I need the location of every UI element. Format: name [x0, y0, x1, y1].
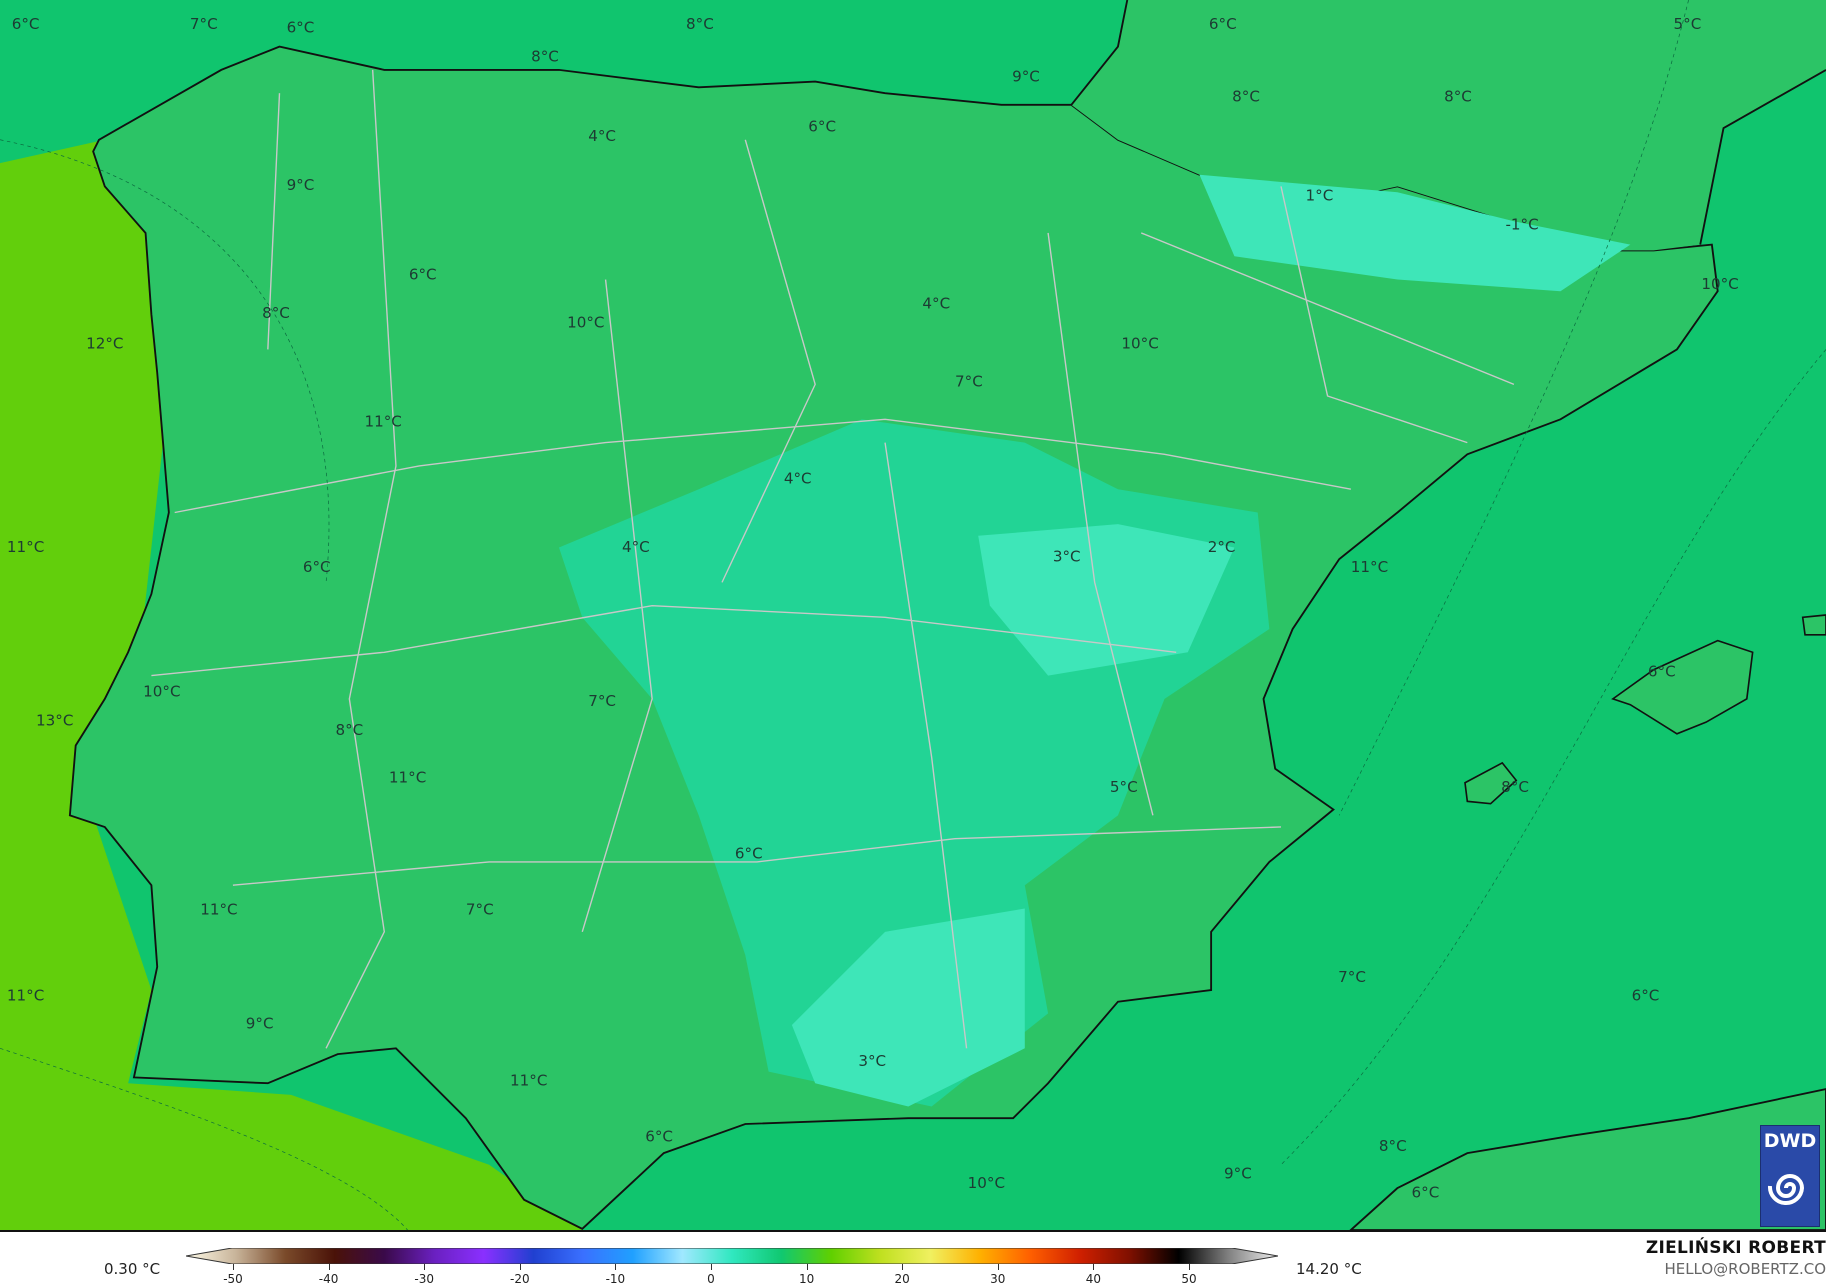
temperature-label: 11°C: [7, 538, 44, 556]
min-value-label: 0.30 °C: [104, 1260, 161, 1278]
temperature-label: 9°C: [287, 176, 315, 194]
tick-label: -40: [318, 1272, 339, 1286]
tick-label: -30: [414, 1272, 434, 1286]
temperature-label: 6°C: [1412, 1183, 1440, 1201]
tick-mark: [1093, 1264, 1095, 1270]
temperature-label: 8°C: [1444, 87, 1472, 105]
temperature-label: 7°C: [955, 373, 983, 391]
tick-label: 30: [990, 1272, 1006, 1286]
temperature-label: 6°C: [409, 266, 437, 284]
temperature-label: 10°C: [1121, 334, 1158, 352]
temperature-label: 3°C: [1053, 547, 1081, 565]
temperature-label: 4°C: [784, 469, 812, 487]
temperature-label: 8°C: [1379, 1137, 1407, 1155]
tick-mark: [902, 1264, 904, 1270]
tick-label: 0: [707, 1272, 715, 1286]
temperature-label: 1°C: [1306, 186, 1334, 204]
max-value-label: 14.20 °C: [1296, 1260, 1362, 1278]
tick-label: 20: [894, 1272, 910, 1286]
temperature-label: 6°C: [1632, 987, 1660, 1005]
temperature-label: 6°C: [12, 15, 40, 33]
temperature-label: 11°C: [7, 987, 44, 1005]
temperature-label: 6°C: [303, 558, 331, 576]
france-coast: [1070, 0, 1826, 245]
temperature-label: 4°C: [622, 538, 650, 556]
temperature-label: 13°C: [36, 712, 73, 730]
tick-mark: [519, 1264, 521, 1270]
temperature-label: 6°C: [1648, 663, 1676, 681]
tick-mark: [711, 1264, 712, 1270]
tick-mark: [806, 1264, 808, 1270]
temperature-label: 7°C: [466, 900, 494, 918]
temperature-label: -1°C: [1505, 215, 1538, 233]
temperature-label: 11°C: [200, 900, 237, 918]
temperature-label: 10°C: [1701, 275, 1738, 293]
temperature-label: 7°C: [588, 692, 616, 710]
temperature-label: 6°C: [808, 118, 836, 136]
temperature-label: 6°C: [1209, 15, 1237, 33]
author-name: ZIELIŃSKI ROBERT: [1645, 1238, 1826, 1258]
tick-label: 10: [798, 1272, 815, 1286]
temperature-label: 12°C: [86, 334, 123, 352]
temperature-label: 4°C: [922, 295, 950, 313]
temperature-label: 3°C: [858, 1052, 886, 1070]
temperature-label: 7°C: [190, 15, 218, 33]
temperature-label: 6°C: [645, 1127, 673, 1145]
tick-mark: [997, 1264, 999, 1270]
temperature-label: 8°C: [335, 721, 363, 739]
author-email: HELLO@ROBERTZ.CO: [1664, 1260, 1826, 1278]
temperature-label: 5°C: [1110, 778, 1138, 796]
temperature-label: 9°C: [246, 1014, 274, 1032]
temperature-label: 4°C: [588, 127, 616, 145]
temperature-label: 8°C: [1232, 87, 1260, 105]
temperature-label: 11°C: [510, 1072, 547, 1090]
temperature-label: 8°C: [262, 304, 290, 322]
dwd-logo-text: DWD: [1763, 1130, 1817, 1152]
temperature-label: 7°C: [1338, 968, 1366, 986]
credit: ZIELIŃSKI ROBERT HELLO@ROBERTZ.CO: [1646, 1238, 1826, 1278]
temperature-label: 11°C: [1351, 558, 1388, 576]
tick-label: 50: [1181, 1272, 1197, 1286]
menorca-island: [1801, 614, 1826, 636]
tick-mark: [615, 1264, 617, 1270]
temperature-label: 8°C: [686, 15, 714, 33]
sierra-cold: [791, 908, 1025, 1107]
contour-lines: [0, 0, 1826, 1230]
temperature-label: 9°C: [1012, 68, 1040, 86]
spiral-icon: [1767, 1174, 1805, 1205]
temperature-label: 6°C: [735, 844, 763, 862]
colorbar: [186, 1248, 1278, 1264]
color-legend: 0.30 °C -50 -40 -30 -20 -10 0 10 20 30 40 50 14.20…: [0, 1232, 1826, 1287]
ibiza-island: [1464, 761, 1518, 805]
tick-label: -20: [509, 1272, 530, 1286]
tick-mark: [424, 1264, 426, 1270]
region-borders: [151, 69, 1515, 1049]
temperature-label: 2°C: [1208, 538, 1236, 556]
tick-mark: [1189, 1264, 1190, 1270]
temperature-label: 8°C: [1501, 778, 1529, 796]
atlantic-warm-band: [0, 139, 583, 1230]
mallorca-island: [1611, 639, 1754, 735]
temperature-label: 8°C: [531, 48, 559, 66]
pyrenees-cold: [1199, 174, 1631, 292]
meseta-cold: [978, 524, 1235, 676]
tick-label: -10: [605, 1272, 626, 1286]
temperature-label: 10°C: [968, 1174, 1005, 1192]
temperature-label: 5°C: [1674, 15, 1702, 33]
temperature-label: 10°C: [567, 313, 604, 331]
temperature-labels: 6°C 7°C 6°C 8°C 6°C 5°C 8°C 9°C 8°C 8°C 4°C 6°C 1°C -…: [7, 15, 1739, 1201]
dwd-logo: DWD: [1760, 1125, 1820, 1227]
tick-mark: [328, 1264, 330, 1270]
temperature-label: 10°C: [143, 683, 180, 701]
temperature-label: 11°C: [364, 412, 401, 430]
tick-label: -50: [223, 1272, 243, 1286]
temperature-map: 6°C 7°C 6°C 8°C 6°C 5°C 8°C 9°C 8°C 8°C 4°C 6°C 1°C -…: [0, 0, 1826, 1232]
temperature-label: 11°C: [389, 769, 426, 787]
temperature-label: 6°C: [287, 19, 315, 37]
tick-mark: [233, 1264, 234, 1270]
tick-label: 40: [1085, 1272, 1102, 1286]
temperature-label: 9°C: [1224, 1165, 1252, 1183]
